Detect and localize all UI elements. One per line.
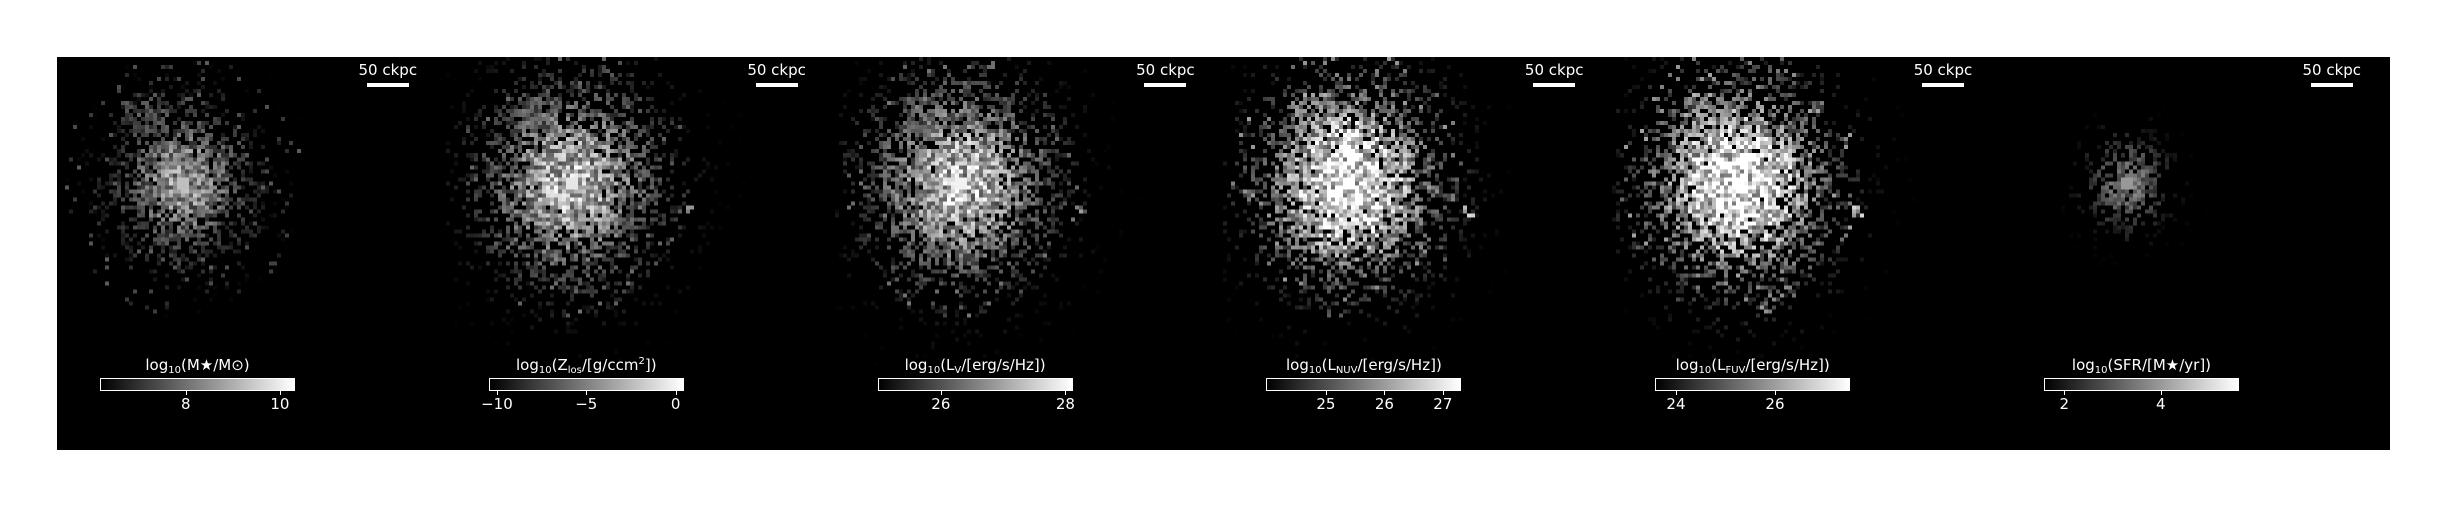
colorbar-tick-label: 26 [931, 395, 951, 413]
scale-bar-label: 50 ckpc [2302, 61, 2362, 79]
label-part-quantity-prefix: log [2071, 356, 2095, 374]
label-part-quantity-body: (L [940, 356, 955, 374]
label-part-quantity-sup: 2 [638, 356, 645, 367]
label-part-quantity-prefix: log [145, 356, 169, 374]
label-part-quantity-sub: 10 [1698, 365, 1712, 376]
colorbar-gradient [488, 378, 684, 391]
label-part-quantity-sub2: los [567, 365, 582, 376]
colorbar-tick-label: 24 [1666, 395, 1686, 413]
colorbar-tick-label: 26 [1765, 395, 1785, 413]
scale-bar-line [1144, 83, 1187, 87]
label-part-quantity-sub: 10 [927, 365, 941, 376]
label-part-quantity-body2: /[g/ccm [581, 356, 639, 374]
colorbar-tick [2064, 391, 2066, 395]
label-part-quantity-body3: ]) [644, 356, 657, 374]
label-part-quantity-sub: 10 [168, 365, 181, 376]
colorbar-tick [1442, 391, 1444, 395]
scale-bar-label: 50 ckpc [747, 61, 806, 79]
colorbar-label: log10(Zlos/[g/ccm2]) [489, 356, 684, 376]
colorbar-tick-label: 0 [670, 395, 681, 413]
colorbar-tick [1774, 391, 1776, 395]
colorbar-gradient [2043, 378, 2239, 391]
label-part-quantity-sub: 10 [1308, 365, 1322, 376]
label-part-quantity-body: (L [1711, 356, 1726, 374]
label-part-quantity-sub2: NUV [1335, 365, 1358, 376]
colorbar-tick-label: 28 [1055, 395, 1075, 413]
colorbar-tick [496, 391, 498, 395]
colorbar-gradient [100, 378, 295, 391]
label-part-quantity-sub: 10 [2094, 365, 2108, 376]
label-part-quantity-body: (M★/M⊙) [180, 356, 250, 374]
colorbar-label: log10(M★/M⊙) [100, 356, 295, 376]
colorbar-tick [279, 391, 281, 395]
colorbar-tick-label: 8 [180, 395, 191, 413]
colorbar-gradient [1655, 378, 1851, 391]
galaxy-map-image [445, 57, 834, 450]
colorbar-tick-label: −10 [481, 395, 513, 413]
colorbar-tick-label: 25 [1316, 395, 1336, 413]
scale-bar-line [1921, 83, 1964, 87]
galaxy-map-image [834, 57, 1223, 450]
colorbar-tick [1325, 391, 1327, 395]
colorbar-tick-label: 10 [270, 395, 290, 413]
colorbar-tick-label: 26 [1374, 395, 1394, 413]
colorbar-gradient [1266, 378, 1462, 391]
galaxy-map-image [1223, 57, 1612, 450]
colorbar-tick [1675, 391, 1677, 395]
colorbar-tick-label: 4 [2156, 395, 2166, 413]
colorbar-tick [940, 391, 942, 395]
label-part-quantity-body2: /[erg/s/Hz]) [1357, 356, 1442, 374]
label-part-quantity-prefix: log [516, 356, 539, 374]
scale-bar: 50 ckpc [348, 61, 428, 87]
map-panel-fuv-band: 50 ckpc log10(LFUV/[erg/s/Hz]) 24 26 [1612, 57, 2001, 450]
label-part-quantity-body: (L [1321, 356, 1336, 374]
scale-bar-line [1533, 83, 1576, 87]
scale-bar: 50 ckpc [1903, 61, 1983, 87]
colorbar-tick [675, 391, 677, 395]
label-part-quantity-sub: 10 [538, 365, 552, 376]
scale-bar-line [366, 83, 409, 87]
colorbar-tick-label: 2 [2059, 395, 2070, 413]
colorbar-label: log10(LNUV/[erg/s/Hz]) [1266, 356, 1461, 376]
colorbar-tick [586, 391, 588, 395]
colorbar-label: log10(SFR/[M★/yr]) [2044, 356, 2239, 376]
colorbar-tick [1384, 391, 1386, 395]
map-panel-v-band: 50 ckpc log10(LV/[erg/s/Hz]) 26 28 [834, 57, 1224, 450]
colorbar-tick [1065, 391, 1067, 395]
colorbar-label: log10(LFUV/[erg/s/Hz]) [1655, 356, 1850, 376]
label-part-quantity-prefix: log [1285, 356, 1309, 374]
label-part-quantity-sub2: FUV [1725, 365, 1746, 376]
label-part-quantity-sub2: V [954, 365, 962, 376]
scale-bar: 50 ckpc [1125, 61, 1205, 87]
label-part-quantity-body2: /[erg/s/Hz]) [961, 356, 1046, 374]
scale-bar-line [755, 83, 798, 87]
colorbar-tick [2160, 391, 2162, 395]
scale-bar-label: 50 ckpc [1136, 61, 1195, 79]
colorbar-tick-label: 27 [1433, 395, 1453, 413]
label-part-quantity-prefix: log [1675, 356, 1699, 374]
map-panel-metal-column: 50 ckpc log10(Zlos/[g/ccm2]) −10 −5 0 [445, 57, 835, 450]
scale-bar-line [2310, 83, 2353, 87]
scale-bar-label: 50 ckpc [1524, 61, 1584, 79]
map-panel-stellar-mass: 50 ckpc log10(M★/M⊙) 8 10 [57, 57, 446, 450]
scale-bar-label: 50 ckpc [358, 61, 418, 79]
galaxy-map-image [1612, 57, 2001, 450]
colorbar-tick-label: −5 [575, 395, 598, 413]
map-panel-sfr: 50 ckpc log10(SFR/[M★/yr]) 2 4 [2000, 57, 2390, 450]
colorbar-gradient [877, 378, 1073, 391]
colorbar-tick [185, 391, 187, 395]
galaxy-map-image [2000, 57, 2389, 450]
galaxy-map-image [57, 57, 445, 450]
label-part-quantity-prefix: log [904, 356, 928, 374]
image-strip: 50 ckpc log10(M★/M⊙) 8 10 50 ckpc log10(Zlos/… [57, 57, 2390, 450]
colorbar-label: log10(LV/[erg/s/Hz]) [878, 356, 1073, 376]
scale-bar: 50 ckpc [1514, 61, 1594, 87]
label-part-quantity-body: (SFR/[M★/yr]) [2107, 356, 2212, 374]
scale-bar: 50 ckpc [2292, 61, 2372, 87]
label-part-quantity-body2: /[erg/s/Hz]) [1745, 356, 1830, 374]
scale-bar-label: 50 ckpc [1913, 61, 1973, 79]
label-part-quantity-body: (Z [551, 356, 568, 374]
scale-bar: 50 ckpc [737, 61, 817, 87]
map-panel-nuv-band: 50 ckpc log10(LNUV/[erg/s/Hz]) 25 26 27 [1223, 57, 1612, 450]
